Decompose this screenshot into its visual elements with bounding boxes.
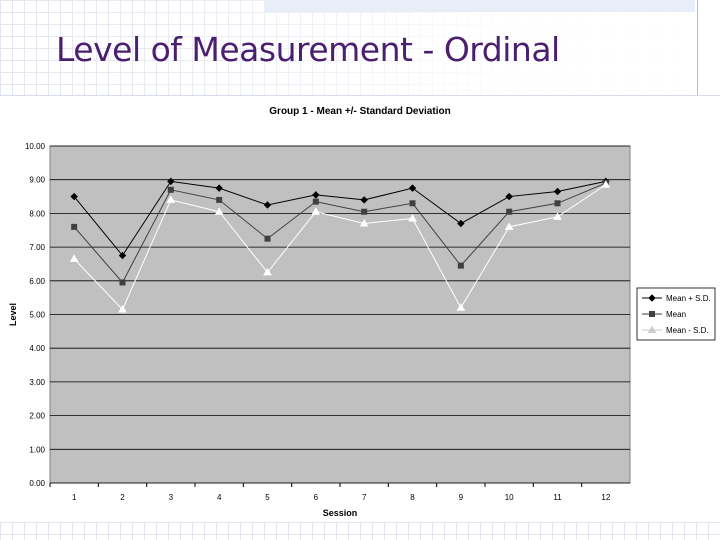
y-tick-label: 2.00 (29, 412, 45, 421)
data-point (167, 177, 175, 186)
legend-marker (648, 294, 656, 302)
chart-title: Group 1 - Mean +/- Standard Deviation (269, 106, 450, 117)
x-tick-label: 2 (120, 493, 125, 502)
x-tick-label: 6 (314, 493, 319, 502)
x-tick-label: 12 (601, 493, 610, 502)
series-line (73, 182, 607, 284)
data-point (70, 192, 78, 201)
y-tick-label: 9.00 (29, 176, 45, 185)
data-point (263, 201, 272, 209)
series-line (73, 184, 607, 311)
y-axis-label: Level (8, 303, 18, 326)
data-point (118, 251, 127, 260)
data-point (601, 180, 611, 188)
y-tick-label: 7.00 (29, 243, 45, 252)
legend-label: Mean + S.D. (666, 294, 711, 303)
slide-header-divider (0, 95, 720, 96)
legend-label: Mean - S.D. (666, 326, 709, 335)
x-tick-label: 5 (265, 493, 270, 502)
series-1 (70, 177, 610, 260)
x-tick-label: 11 (553, 493, 562, 502)
data-point (361, 208, 368, 215)
data-point (311, 207, 321, 215)
data-point (119, 279, 126, 286)
data-point (359, 219, 369, 227)
x-tick-label: 3 (169, 493, 174, 502)
slide-grid-decoration-bottom (0, 522, 720, 540)
series-group (69, 177, 611, 313)
data-point (409, 200, 416, 207)
y-tick-label: 0.00 (29, 479, 45, 488)
data-point (360, 196, 368, 204)
data-point (456, 303, 466, 311)
x-tick-label: 9 (459, 493, 464, 502)
legend-marker (649, 311, 655, 317)
x-tick-label: 1 (72, 493, 77, 502)
data-point (312, 191, 320, 199)
data-point (263, 267, 272, 276)
data-point (69, 254, 79, 262)
slide-header-band (265, 0, 695, 12)
y-tick-label: 5.00 (29, 311, 45, 320)
slide-grid-fade (0, 0, 720, 95)
y-tick-label: 6.00 (29, 277, 45, 286)
legend-label: Mean (666, 310, 686, 319)
data-point (554, 200, 561, 207)
line-chart: Group 1 - Mean +/- Standard Deviation 0.… (8, 106, 716, 518)
data-point (457, 262, 464, 269)
data-point (553, 212, 562, 220)
slide-vertical-rule (697, 0, 698, 95)
x-axis-ticks: 1 2 3 4 5 6 7 8 9 10 11 12 (49, 483, 611, 502)
data-point (216, 196, 223, 203)
x-axis-label: Session (323, 508, 358, 518)
x-tick-label: 4 (217, 493, 222, 502)
y-tick-label: 3.00 (29, 378, 45, 387)
data-point (264, 235, 271, 242)
data-point (71, 223, 78, 230)
data-point (506, 208, 513, 215)
slide-title: Level of Measurement - Ordinal (56, 30, 560, 69)
data-point (167, 186, 174, 193)
series-2 (71, 180, 609, 286)
y-tick-label: 10.00 (25, 142, 46, 151)
y-tick-label: 1.00 (29, 445, 45, 454)
chart-legend: Mean + S.D. Mean Mean - S.D. (636, 287, 716, 341)
series-line (73, 180, 606, 257)
x-tick-label: 7 (362, 493, 367, 502)
legend-marker (647, 325, 657, 333)
y-tick-label: 8.00 (29, 209, 45, 218)
data-point (505, 192, 513, 201)
y-axis-ticks: 0.00 1.00 2.00 3.00 4.00 5.00 6.00 7.00 8.00 9.00… (25, 142, 46, 488)
data-point (457, 219, 465, 228)
data-point (214, 207, 224, 215)
y-tick-label: 4.00 (29, 344, 45, 353)
data-point (312, 198, 319, 205)
data-point (166, 195, 176, 203)
x-tick-label: 8 (410, 493, 415, 502)
data-point (118, 304, 127, 313)
x-tick-label: 10 (505, 493, 514, 502)
data-point (504, 222, 514, 230)
series-3 (69, 180, 611, 313)
data-point (553, 187, 562, 196)
data-point (408, 184, 417, 192)
data-point (215, 184, 223, 192)
data-point (408, 213, 417, 222)
